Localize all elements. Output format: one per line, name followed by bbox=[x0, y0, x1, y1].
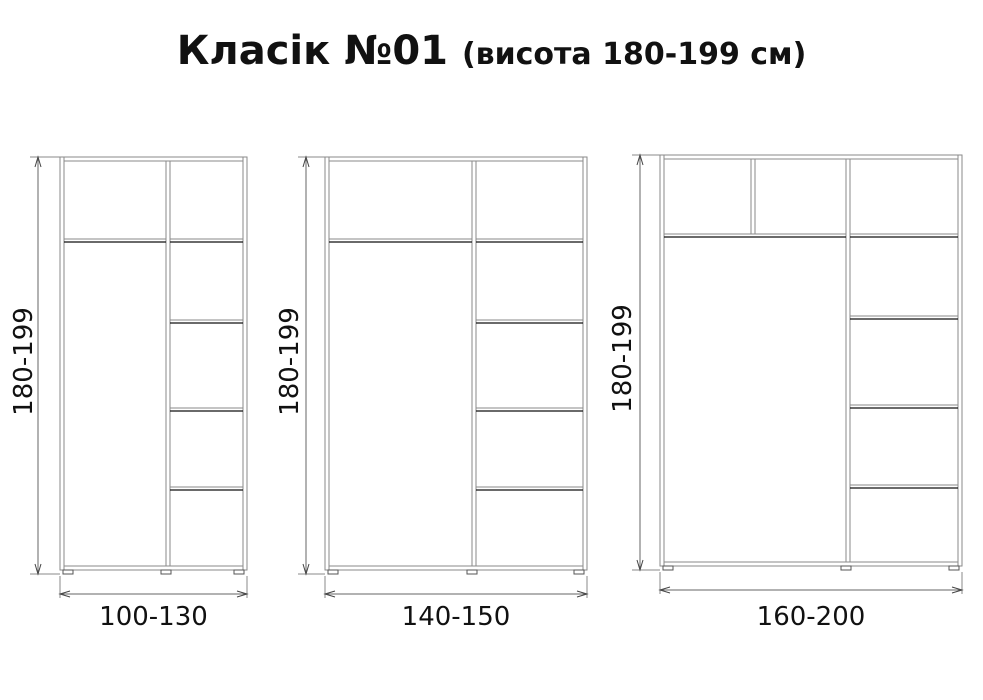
foot bbox=[62, 569, 74, 575]
foot bbox=[662, 565, 674, 571]
arrow-icon bbox=[34, 155, 42, 576]
height-label: 180-199 bbox=[275, 307, 305, 416]
plinth bbox=[59, 565, 248, 571]
side-panel bbox=[165, 160, 171, 567]
width-label: 160-200 bbox=[757, 602, 866, 632]
side-panel bbox=[957, 154, 963, 567]
width-label: 100-130 bbox=[99, 602, 208, 632]
side-panel bbox=[845, 158, 851, 563]
foot bbox=[466, 569, 478, 575]
arrow-icon bbox=[323, 590, 589, 598]
side-panel bbox=[750, 158, 756, 235]
page-title: Класік №01 (висота 180-199 см) bbox=[0, 28, 983, 74]
height-label: 180-199 bbox=[9, 307, 39, 416]
arrow-icon bbox=[658, 586, 964, 594]
plinth bbox=[324, 565, 588, 571]
top-panel bbox=[659, 154, 963, 160]
width-label: 140-150 bbox=[402, 602, 511, 632]
title-main: Класік №01 bbox=[176, 28, 448, 74]
wardrobe-3: 160-200 180-199 bbox=[608, 153, 964, 632]
arrow-icon bbox=[636, 153, 644, 572]
side-panel bbox=[659, 154, 665, 567]
arrow-icon bbox=[302, 155, 310, 576]
side-panel bbox=[242, 156, 248, 571]
wardrobe-1: 100-130 180-199 bbox=[9, 155, 249, 632]
side-panel bbox=[324, 156, 330, 571]
side-panel bbox=[582, 156, 588, 571]
foot bbox=[573, 569, 585, 575]
foot bbox=[840, 565, 852, 571]
foot bbox=[948, 565, 960, 571]
side-panel bbox=[59, 156, 65, 571]
foot bbox=[160, 569, 172, 575]
top-panel bbox=[324, 156, 588, 162]
side-panel bbox=[471, 160, 477, 567]
foot bbox=[233, 569, 245, 575]
foot bbox=[327, 569, 339, 575]
plinth bbox=[659, 561, 963, 567]
arrow-icon bbox=[58, 590, 249, 598]
height-label: 180-199 bbox=[608, 304, 638, 413]
top-panel bbox=[59, 156, 248, 162]
wardrobe-2: 140-150 180-199 bbox=[275, 155, 589, 632]
title-subtitle: (висота 180-199 см) bbox=[461, 37, 807, 72]
